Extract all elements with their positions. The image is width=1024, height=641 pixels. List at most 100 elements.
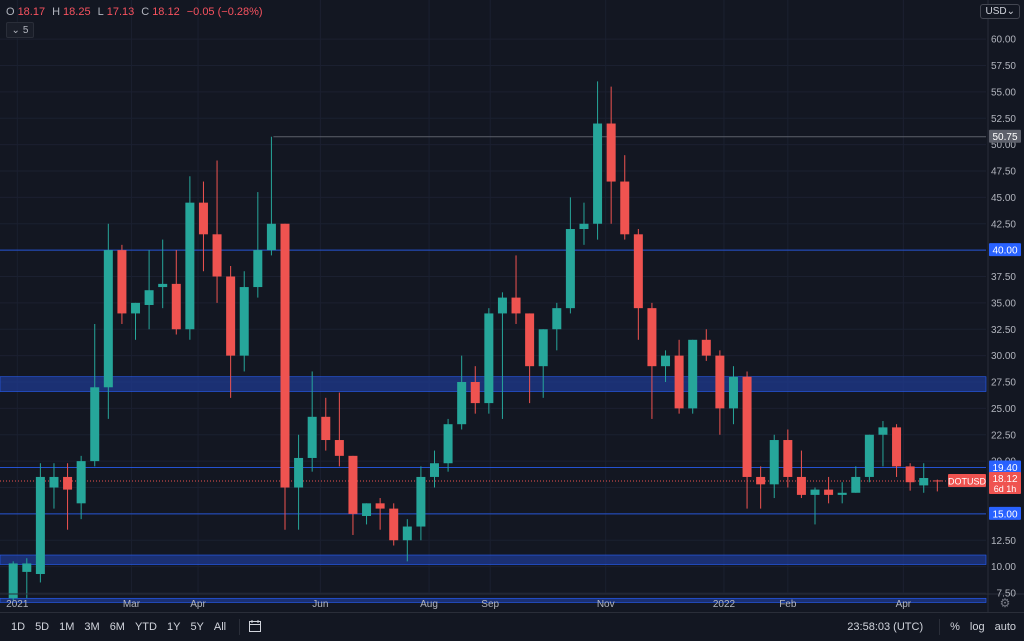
- price-tag-label: 15.00: [992, 509, 1017, 520]
- bar-countdown: 6d 1h: [994, 484, 1017, 494]
- timeframe-1y[interactable]: 1Y: [166, 621, 181, 633]
- y-tick-label: 30.00: [991, 351, 1016, 362]
- divider: [239, 619, 241, 635]
- y-tick-label: 10.00: [991, 562, 1016, 573]
- candle: [362, 503, 372, 525]
- close-value: 18.12: [152, 6, 180, 18]
- candle: [212, 160, 222, 303]
- candle-body: [864, 434, 874, 477]
- indicators-count: 5: [22, 24, 29, 36]
- candle: [429, 450, 439, 488]
- candle-body: [348, 455, 358, 514]
- candle: [810, 487, 820, 525]
- y-tick-label: 42.50: [991, 219, 1016, 230]
- candle-body: [239, 287, 249, 356]
- x-tick-label: Jun: [312, 599, 328, 610]
- candle: [728, 366, 738, 425]
- candle-body: [824, 489, 834, 495]
- candle: [769, 434, 779, 499]
- date-range-icon[interactable]: [248, 619, 262, 636]
- candle-body: [661, 355, 671, 367]
- y-tick-label: 57.50: [991, 61, 1016, 72]
- candle-body: [688, 339, 698, 409]
- candle: [294, 434, 304, 530]
- candle-body: [76, 461, 86, 504]
- candle-body: [538, 329, 548, 367]
- candle: [606, 86, 616, 224]
- candle: [497, 292, 507, 419]
- candle-body: [226, 276, 236, 356]
- candle: [796, 450, 806, 499]
- price-chart[interactable]: 7.5010.0012.5015.0017.5020.0022.5025.002…: [0, 0, 1024, 612]
- candle-body: [294, 457, 304, 488]
- bottom-toolbar: 1D 5D 1M 3M 6M YTD 1Y 5Y All 23:58:03 (U…: [0, 612, 1024, 641]
- candle-body: [307, 416, 317, 458]
- candle-body: [22, 563, 32, 572]
- utc-clock[interactable]: 23:58:03 (UTC): [847, 621, 924, 633]
- candle-body: [198, 202, 208, 235]
- candle-body: [742, 376, 752, 477]
- candle: [565, 197, 575, 314]
- candle: [144, 250, 154, 330]
- candle-body: [579, 223, 589, 230]
- x-tick-label: Apr: [896, 599, 912, 610]
- candle: [117, 244, 127, 324]
- timeframe-1d[interactable]: 1D: [11, 621, 26, 633]
- timeframe-all[interactable]: All: [213, 621, 227, 633]
- candle: [457, 355, 467, 430]
- candle: [63, 463, 73, 530]
- candle-body: [321, 416, 331, 441]
- candle: [22, 558, 32, 599]
- candle: [226, 265, 236, 398]
- candle: [198, 181, 208, 272]
- candle: [688, 339, 698, 414]
- candle: [552, 302, 562, 351]
- y-tick-label: 50.00: [991, 140, 1016, 151]
- timeframe-ytd[interactable]: YTD: [134, 621, 157, 633]
- candle-body: [674, 355, 684, 409]
- candle: [171, 250, 181, 335]
- timeframe-5y[interactable]: 5Y: [190, 621, 204, 633]
- x-tick-label: 2021: [6, 599, 29, 610]
- candle: [701, 329, 711, 361]
- x-tick-label: Feb: [779, 599, 797, 610]
- candle: [158, 239, 168, 309]
- currency-selector[interactable]: USD⌄: [980, 4, 1020, 19]
- candle-body: [919, 478, 929, 486]
- candle-body: [334, 440, 344, 456]
- candle: [266, 136, 276, 256]
- percent-toggle[interactable]: %: [950, 621, 960, 633]
- candle: [620, 155, 630, 240]
- log-toggle[interactable]: log: [969, 621, 985, 633]
- candle: [484, 308, 494, 414]
- candle: [35, 463, 45, 583]
- price-tag: [989, 506, 1021, 520]
- candle-body: [606, 123, 616, 182]
- timeframe-5d[interactable]: 5D: [35, 621, 50, 633]
- y-tick-label: 52.50: [991, 114, 1016, 125]
- candle: [661, 350, 671, 382]
- indicators-toggle[interactable]: ⌄ 5: [6, 22, 34, 38]
- timeframe-1m[interactable]: 1M: [59, 621, 75, 633]
- gear-icon[interactable]: ⚙: [1000, 596, 1011, 610]
- high-label: H: [52, 6, 61, 18]
- candle-body: [497, 297, 507, 314]
- candle-body: [701, 339, 711, 356]
- candle-body: [280, 223, 290, 488]
- timeframe-3m[interactable]: 3M: [84, 621, 100, 633]
- y-tick-label: 27.50: [991, 378, 1016, 389]
- symbol-tag: [948, 473, 986, 487]
- candle: [715, 350, 725, 435]
- candle-body: [892, 427, 902, 467]
- auto-toggle[interactable]: auto: [994, 621, 1016, 633]
- candle-body: [402, 526, 412, 541]
- high-value: 18.25: [63, 6, 91, 18]
- candle-body: [647, 308, 657, 367]
- candle: [892, 424, 902, 477]
- timeframe-6m[interactable]: 6M: [109, 621, 125, 633]
- candle: [253, 192, 263, 298]
- candle-body: [144, 290, 154, 305]
- candle-body: [932, 480, 942, 482]
- candle-body: [837, 492, 847, 495]
- candle: [647, 302, 657, 419]
